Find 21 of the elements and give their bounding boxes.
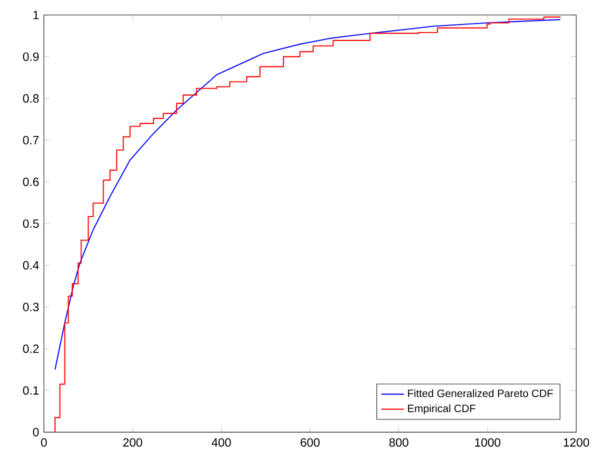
y-tick-label: 0.1 <box>23 386 39 395</box>
y-tick-label: 0 <box>33 428 39 436</box>
y-tick-label: 0.5 <box>23 219 39 228</box>
x-tick-label: 1200 <box>564 438 590 447</box>
line-series <box>54 18 561 370</box>
y-tick-label: 1 <box>33 10 39 20</box>
x-tick-label: 800 <box>389 438 408 447</box>
y-tick-label: 0.7 <box>23 136 39 144</box>
x-tick-label: 600 <box>300 438 320 447</box>
x-tick-label: 200 <box>123 438 142 447</box>
y-tick-label: 0.8 <box>23 94 39 103</box>
legend-label: Empirical CDF <box>408 404 476 414</box>
y-tick-label: 0.3 <box>23 302 39 312</box>
y-tick-label: 0.9 <box>23 52 39 61</box>
y-tick-label: 0.6 <box>23 178 39 186</box>
x-tick-label: 400 <box>212 438 231 447</box>
x-tick-label: 0 <box>41 438 47 447</box>
x-tick-label: 1000 <box>475 438 500 447</box>
legend-label: Fitted Generalized Pareto CDF <box>408 389 553 398</box>
y-tick-label: 0.2 <box>23 344 39 353</box>
y-tick-label: 0.4 <box>23 260 39 270</box>
